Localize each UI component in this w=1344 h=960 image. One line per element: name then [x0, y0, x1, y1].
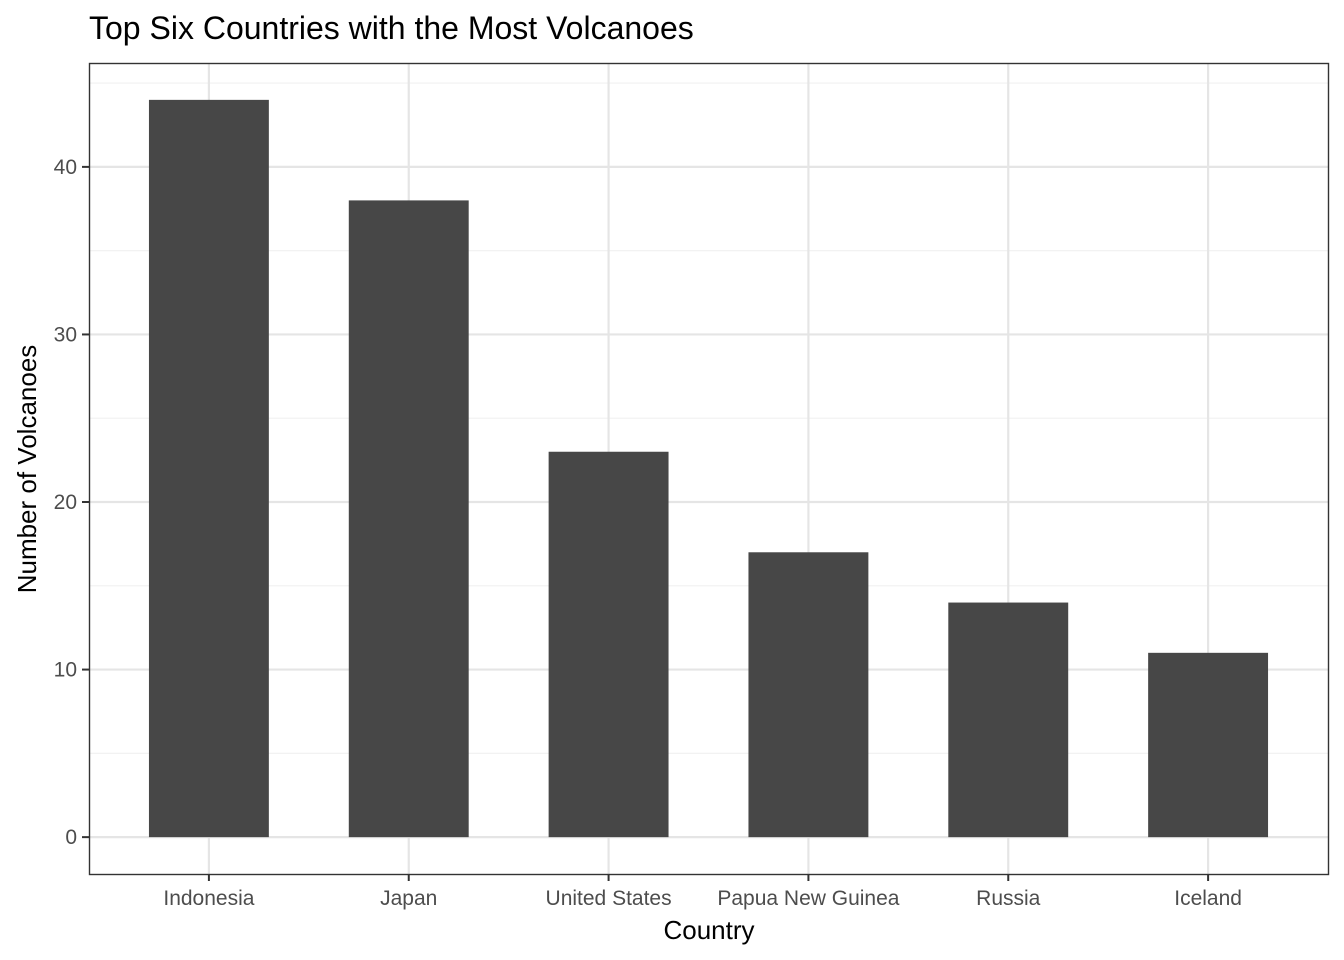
bar-japan — [348, 200, 469, 838]
x-tick-label: Russia — [976, 887, 1041, 910]
y-tick-label: 10 — [54, 659, 77, 682]
bar-indonesia — [148, 99, 269, 838]
plot-panel-border — [88, 62, 1330, 876]
x-tick-label: Japan — [380, 887, 437, 910]
x-tick-label: United States — [546, 887, 672, 910]
y-tick-label: 20 — [54, 491, 77, 514]
y-tick-label: 30 — [54, 323, 77, 346]
x-tick-label: Indonesia — [163, 887, 254, 910]
x-axis-title: Country — [663, 915, 754, 945]
bar-russia — [948, 602, 1069, 838]
y-tick-label: 0 — [65, 826, 77, 849]
y-axis-tick-labels: 0 10 20 30 40 — [54, 156, 77, 849]
bar-iceland — [1148, 652, 1269, 838]
x-tick-label: Iceland — [1174, 887, 1242, 910]
chart-title: Top Six Countries with the Most Volcanoe… — [89, 10, 694, 46]
bars — [148, 99, 1269, 838]
y-tick-label: 40 — [54, 156, 77, 179]
axis-ticks — [82, 165, 1210, 881]
bar-papua-new-guinea — [748, 552, 869, 838]
bar-united-states — [548, 451, 669, 838]
x-axis-tick-labels: Indonesia Japan United States Papua New Gui… — [163, 887, 1242, 910]
y-axis-title: Number of Volcanoes — [12, 345, 42, 594]
x-tick-label: Papua New Guinea — [717, 887, 899, 910]
